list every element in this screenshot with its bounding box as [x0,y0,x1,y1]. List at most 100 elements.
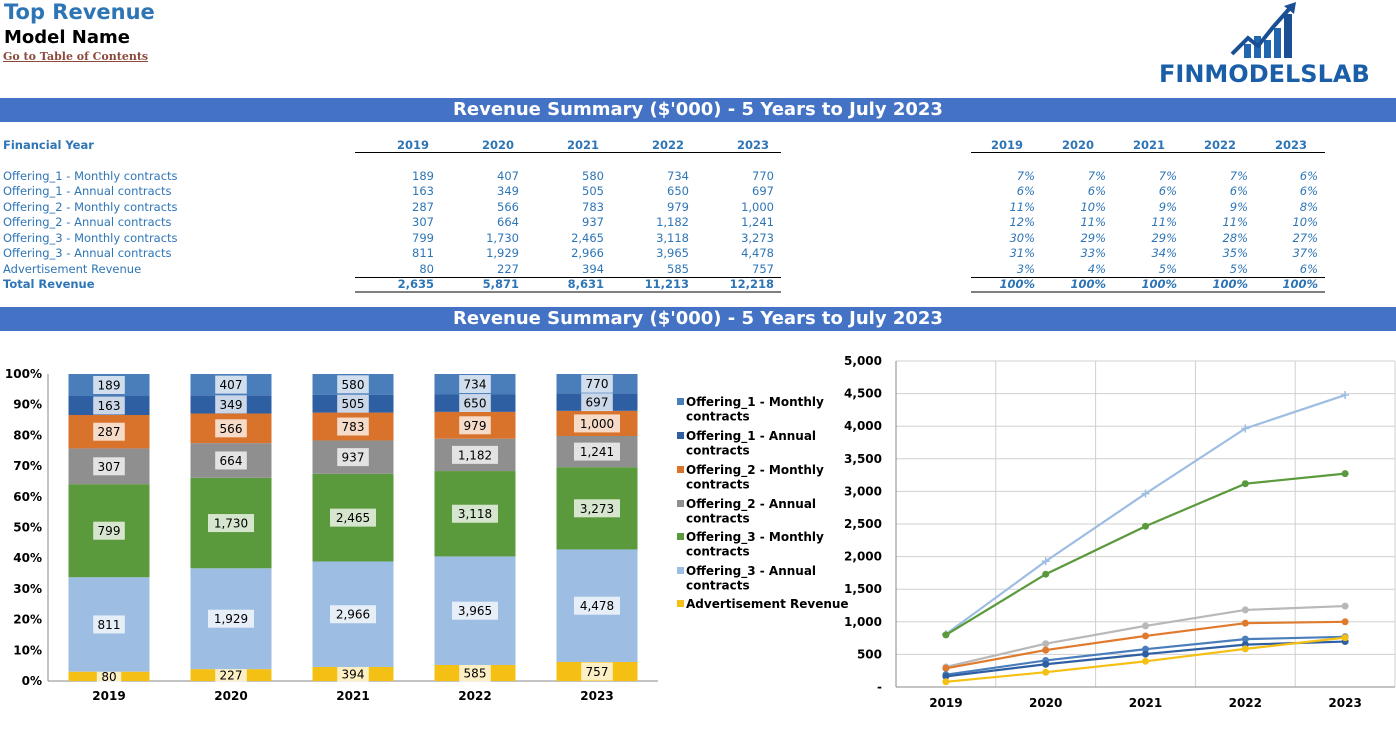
line-y-tick-label: 5,000 [844,354,882,368]
bar-data-label-box [337,448,369,467]
table-cell: 2,465 [571,231,604,245]
bar-data-label: 407 [220,378,243,392]
legend-entry: Advertisement Revenue [686,597,849,611]
table-cell: 937 [582,215,604,229]
pct-cell: 6% [1230,184,1248,198]
bar-data-label-box [337,417,369,436]
total-pct-cell: 100% [1212,277,1248,291]
table-cell: 407 [497,169,519,183]
chart-banner: Revenue Summary ($'000) - 5 Years to Jul… [0,307,1396,331]
line-y-tick-label: 2,000 [844,550,882,564]
legend-entry: Offering_3 - Annual contracts [686,564,816,593]
line-point [942,631,950,639]
bar-y-tick-label: 0% [22,674,42,688]
bar-data-label-box [581,374,613,393]
bar-data-label-box [574,499,620,518]
bar-data-label: 227 [220,669,243,683]
pct-cell: 4% [1088,262,1106,276]
pct-cell: 6% [1088,184,1106,198]
bar-data-label: 80 [101,670,116,684]
bar-data-label: 585 [464,666,487,680]
revenue-summary-table: Financial Year 2019 2019 2020 2020 2021 2021 20… [3,138,1325,293]
pct-cell: 11% [1222,215,1248,229]
legend-entry-line: contracts [686,410,750,424]
pct-cell: 6% [1159,184,1177,198]
table-cell: 80 [419,262,434,276]
table-of-contents-link[interactable]: Go to Table of Contents [3,50,149,63]
line-point [1042,570,1050,578]
bar-data-label-box [452,504,498,523]
line-point [1241,606,1249,614]
pct-cell: 28% [1222,231,1248,245]
line-point [1341,470,1349,478]
pct-cell: 35% [1222,246,1248,260]
table-cell: 979 [667,200,689,214]
bar-data-label: 2,465 [336,511,370,525]
value-year-header: 2022 [652,138,684,152]
table-cell: 505 [582,184,604,198]
table-row-label: Advertisement Revenue [3,262,141,276]
bar-data-label-box [215,419,247,438]
value-year-header: 2020 [482,138,514,152]
bar-data-label: 734 [464,378,487,392]
bar-y-tick-label: 90% [13,398,42,412]
total-cell: 2,635 [398,277,434,291]
line-point [1241,619,1249,627]
legend-swatch [677,533,684,540]
line-point [1142,650,1149,658]
pct-cell: 11% [1009,200,1035,214]
pct-cell: 6% [1300,184,1318,198]
line-x-tick-label: 2023 [1328,696,1361,710]
pct-cell: 11% [1151,215,1177,229]
line-point [1341,634,1349,642]
pct-year-header: 2019 [991,138,1023,152]
bar-data-label-box [459,663,491,682]
bar-data-label-box [581,662,613,681]
pct-cell: 6% [1017,184,1035,198]
bar-data-label: 937 [342,451,365,465]
legend-entry-line: contracts [686,478,750,492]
table-cell: 1,730 [486,231,519,245]
line-x-tick-label: 2022 [1229,696,1262,710]
bar-data-label: 287 [98,425,121,439]
bar-data-label-box [574,442,620,461]
table-cell: 3,273 [741,231,774,245]
legend-entry-line: Offering_1 - Annual [686,429,816,444]
pct-cell: 7% [1230,169,1248,183]
pct-cell: 10% [1080,200,1106,214]
pct-year-header: 2021 [1133,138,1165,152]
legend-swatch [677,500,684,507]
bar-data-label-box [452,601,498,620]
line-point [1142,645,1149,653]
legend-swatch [677,567,684,574]
bar-data-label: 349 [220,398,243,412]
pct-cell: 10% [1292,215,1318,229]
total-cell: 12,218 [730,277,774,291]
bar-data-label-box [574,596,620,615]
legend-entry-line: Offering_3 - Monthly [686,530,824,545]
bar-x-tick-label: 2021 [336,689,369,703]
pct-cell: 3% [1017,262,1035,276]
line-point [942,672,950,680]
bar-data-label: 163 [98,399,121,413]
bar-data-label: 307 [98,460,121,474]
bar-y-tick-label: 100% [5,367,42,381]
pct-cell: 6% [1300,169,1318,183]
bar-y-tick-label: 80% [13,428,42,442]
pct-cell: 6% [1300,262,1318,276]
line-y-tick-label: 3,000 [844,484,882,498]
line-point [1341,602,1349,610]
legend-swatch [677,398,684,405]
table-cell: 770 [752,169,774,183]
bar-data-label-box [96,667,122,686]
line-y-tick-label: 1,500 [844,582,882,596]
pct-cell: 33% [1080,246,1106,260]
total-cell: 11,213 [645,277,689,291]
total-pct-cell: 100% [999,277,1035,291]
line-x-tick-label: 2021 [1129,696,1162,710]
logo-bars-icon [1230,2,1296,58]
line-y-tick-label: 2,500 [844,517,882,531]
pct-cell: 7% [1017,169,1035,183]
bar-data-label: 1,241 [580,445,614,459]
legend-entry: Offering_1 - Annual contracts [686,429,816,458]
